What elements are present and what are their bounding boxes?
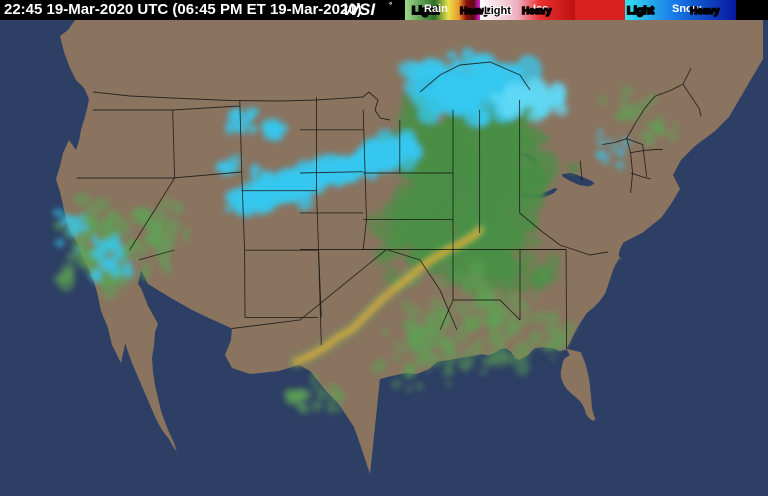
svg-text:Light: Light xyxy=(484,5,511,17)
svg-text:°: ° xyxy=(389,1,392,10)
svg-text:Heavy: Heavy xyxy=(690,6,720,17)
svg-text:Rain: Rain xyxy=(424,3,448,15)
svg-text:Light: Light xyxy=(627,5,654,17)
svg-text:WSI: WSI xyxy=(343,0,376,19)
svg-text:Heavy: Heavy xyxy=(522,6,552,17)
svg-text:22:45 19-Mar-2020 UTC (06:45: 22:45 19-Mar-2020 UTC (06:45 PM ET 19-Ma… xyxy=(4,1,362,18)
